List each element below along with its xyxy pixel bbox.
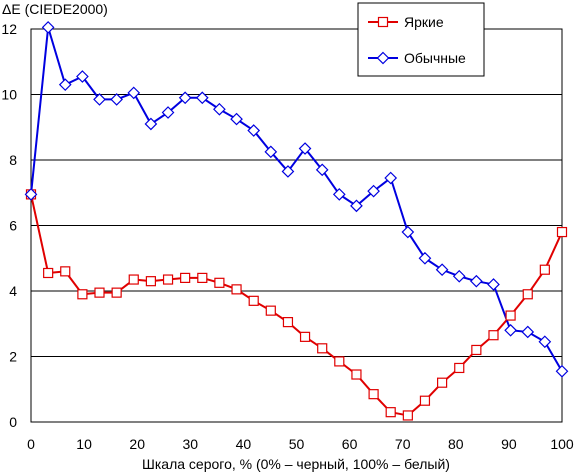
data-point	[145, 276, 156, 287]
data-point	[435, 263, 449, 277]
data-point	[538, 335, 552, 349]
data-point	[418, 251, 432, 265]
data-point	[470, 274, 483, 288]
plot-area-frame	[30, 28, 563, 423]
data-point	[162, 274, 174, 285]
data-point	[556, 226, 568, 238]
x-tick-label: 40	[236, 436, 252, 452]
data-point	[315, 163, 329, 177]
data-point	[58, 78, 72, 92]
data-point	[350, 199, 363, 213]
data-point	[231, 284, 242, 295]
x-tick-label: 10	[76, 436, 92, 452]
data-point	[487, 278, 500, 291]
x-tick-label: 70	[395, 436, 411, 452]
y-tick-label: 10	[1, 87, 17, 103]
y-axis-title: ΔE (CIEDE2000)	[2, 1, 108, 17]
data-point	[111, 287, 122, 298]
data-point	[24, 188, 38, 201]
data-point	[454, 362, 465, 374]
data-point	[351, 369, 362, 380]
data-point	[128, 274, 139, 285]
legend-label-normal: Обычные	[404, 50, 466, 66]
x-tick-label: 90	[501, 436, 517, 452]
y-tick-label: 12	[1, 21, 17, 37]
data-point	[197, 272, 208, 283]
data-point	[471, 344, 482, 356]
data-point	[43, 267, 54, 279]
data-point	[127, 86, 141, 100]
data-point	[555, 364, 569, 378]
data-point	[213, 102, 226, 116]
data-point	[60, 266, 71, 277]
data-point	[521, 325, 535, 339]
series-line	[30, 194, 563, 417]
x-tick-label: 50	[289, 436, 305, 452]
data-point	[334, 356, 345, 367]
data-point	[264, 145, 278, 159]
data-point	[180, 272, 191, 283]
data-point	[94, 287, 105, 298]
legend-label-bright: Яркие	[404, 14, 444, 30]
data-point	[332, 188, 346, 201]
x-tick-labels: 0 10 20 30 40 50 60 70 80 90 100	[27, 436, 574, 452]
data-point	[281, 165, 295, 178]
data-point	[539, 264, 550, 275]
y-tick-label: 6	[9, 218, 17, 234]
data-point	[265, 305, 276, 316]
data-point	[368, 389, 379, 400]
data-point	[195, 91, 209, 105]
data-point	[317, 343, 328, 354]
x-tick-label: 0	[27, 436, 35, 452]
y-tick-label: 0	[9, 414, 17, 430]
legend: Яркие Обычные	[357, 2, 485, 77]
data-point	[77, 289, 88, 300]
series-markers	[24, 21, 569, 421]
data-point	[384, 171, 398, 185]
series-line	[30, 26, 563, 372]
data-point	[367, 184, 380, 198]
legend-box	[357, 2, 485, 77]
data-point	[452, 269, 466, 283]
y-tick-label: 2	[9, 349, 17, 365]
y-tick-labels: 0 2 4 6 8 10 12	[1, 21, 17, 430]
x-tick-label: 80	[448, 436, 464, 452]
data-point	[214, 277, 225, 288]
data-point	[504, 323, 517, 337]
data-point	[110, 93, 123, 106]
data-point	[247, 124, 261, 137]
data-point	[299, 331, 311, 342]
x-axis-title: Шкала серого, % (0% – черный, 100% – бел…	[142, 456, 450, 472]
x-tick-label: 60	[342, 436, 358, 452]
data-point	[178, 91, 192, 105]
data-point	[437, 377, 448, 388]
data-point	[298, 142, 312, 155]
data-point	[76, 70, 89, 83]
data-point	[230, 112, 243, 126]
data-point	[419, 395, 431, 406]
y-tick-label: 4	[9, 283, 17, 299]
y-tick-label: 8	[9, 152, 17, 168]
legend-marker-bright	[377, 16, 389, 28]
data-point	[402, 410, 413, 421]
x-tick-label: 20	[129, 436, 145, 452]
data-point	[161, 106, 175, 119]
data-point	[41, 21, 55, 34]
data-point	[488, 330, 499, 341]
data-point	[505, 310, 516, 321]
data-point	[248, 295, 259, 306]
data-point	[282, 317, 294, 328]
x-tick-label: 100	[550, 436, 574, 452]
data-point	[144, 117, 158, 131]
series-lines	[30, 26, 563, 417]
data-point	[522, 289, 533, 300]
legend-marker-normal	[376, 51, 390, 65]
data-point	[401, 225, 415, 239]
x-tick-label: 30	[183, 436, 199, 452]
grid	[31, 94, 562, 357]
data-point	[385, 407, 396, 418]
data-point	[93, 93, 106, 106]
